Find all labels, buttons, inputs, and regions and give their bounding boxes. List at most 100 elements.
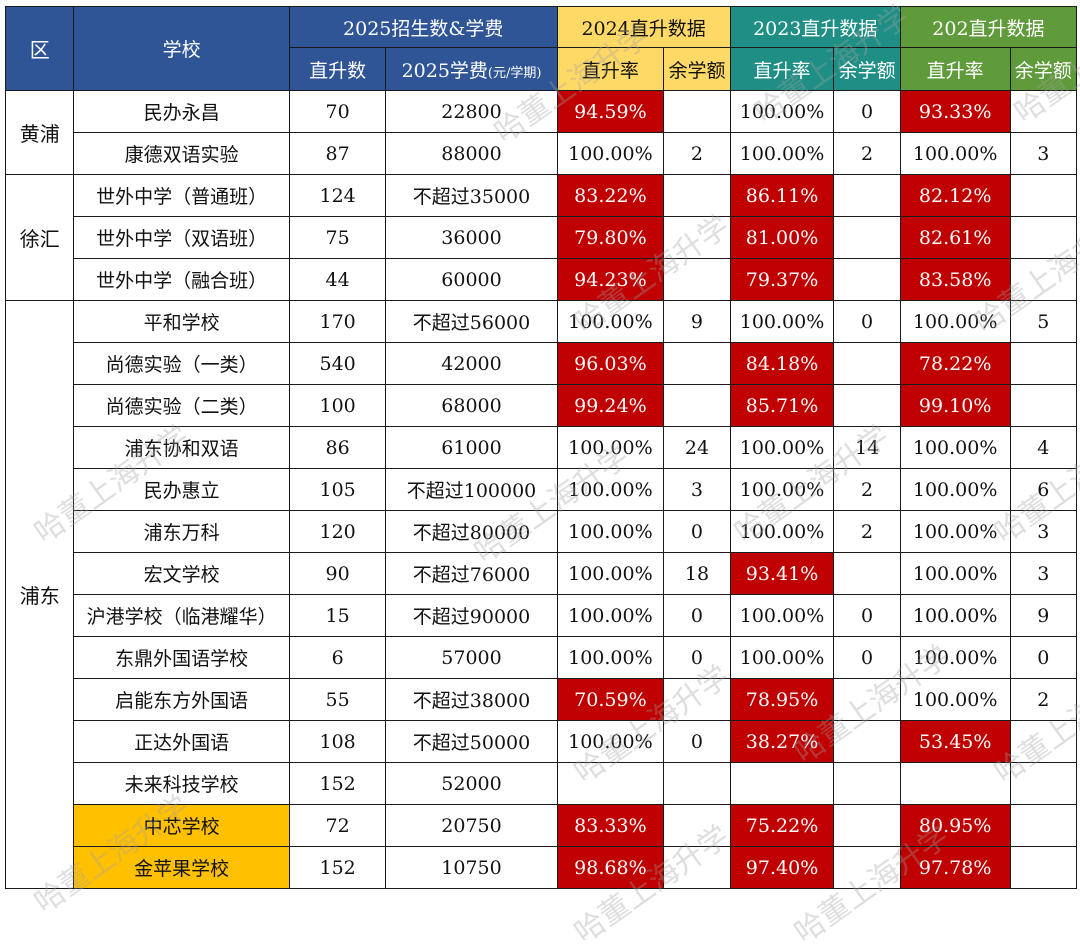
rate-2023-cell: 100.00% <box>729 510 835 553</box>
remaining-2024-cell <box>663 762 731 805</box>
tuition-cell: 不超过76000 <box>385 552 558 595</box>
direct-count-cell: 86 <box>288 426 387 469</box>
direct-count-cell: 152 <box>288 762 387 805</box>
remaining-202-cell: 9 <box>1009 594 1077 637</box>
table-body: 黄浦 民办永昌 70 22800 94.59% 100.00% 0 93.33% 康德双语实验 8… <box>4 90 1077 889</box>
table-row: 沪港学校（临港耀华） 15 不超过90000 100.00% 0 100.00% 0 100.… <box>6 594 1077 637</box>
remaining-2024-cell <box>663 258 731 301</box>
school-cell: 金苹果学校 <box>73 846 290 889</box>
direct-count-cell: 87 <box>288 132 387 175</box>
rate-2024-cell: 79.80% <box>556 216 665 259</box>
school-cell: 世外中学（普通班） <box>73 174 290 217</box>
rate-202-cell: 100.00% <box>899 552 1011 595</box>
tuition-cell: 不超过100000 <box>385 468 558 511</box>
remaining-202-cell: 3 <box>1009 132 1077 175</box>
remaining-202-cell <box>1009 258 1077 301</box>
rate-2023-cell: 100.00% <box>729 90 835 133</box>
table-row: 金苹果学校 152 10750 98.68% 97.40% 97.78% <box>6 846 1077 889</box>
remaining-2024-cell: 2 <box>663 132 731 175</box>
remaining-2024-cell: 18 <box>663 552 731 595</box>
rate-2024-cell: 94.23% <box>556 258 665 301</box>
tuition-header: 2025学费(元/学期) <box>385 47 558 91</box>
remaining-202-cell: 3 <box>1009 510 1077 553</box>
tuition-header-unit: (元/学期) <box>487 65 542 81</box>
rate-202-cell: 100.00% <box>899 636 1011 679</box>
table-row: 世外中学（融合班） 44 60000 94.23% 79.37% 83.58% <box>6 258 1077 301</box>
rate-202-cell: 78.22% <box>899 342 1011 385</box>
direct-count-cell: 170 <box>288 300 387 343</box>
direct-count-cell: 6 <box>288 636 387 679</box>
remaining-2024-cell <box>663 342 731 385</box>
school-cell: 民办永昌 <box>73 90 290 133</box>
direct-count-cell: 70 <box>288 90 387 133</box>
remaining-2023-cell <box>833 174 901 217</box>
direct-count-cell: 72 <box>288 804 387 847</box>
tuition-cell: 68000 <box>385 384 558 427</box>
table-row: 黄浦 民办永昌 70 22800 94.59% 100.00% 0 93.33% <box>4 90 1077 175</box>
rate-202-cell: 82.61% <box>899 216 1011 259</box>
rate-202-cell: 93.33% <box>899 90 1011 133</box>
rate-2024-cell: 94.59% <box>556 90 665 133</box>
remaining-2024-cell: 24 <box>663 426 731 469</box>
rate-202-cell: 100.00% <box>899 300 1011 343</box>
direct-count-header: 直升数 <box>288 47 387 91</box>
remaining-2023-cell <box>833 846 901 889</box>
rate-2023-cell: 86.11% <box>729 174 835 217</box>
tuition-cell: 52000 <box>385 762 558 805</box>
school-cell: 康德双语实验 <box>73 132 290 175</box>
table-row: 浦东协和双语 86 61000 100.00% 24 100.00% 14 100.00% 4 <box>6 426 1077 469</box>
table-row: 东鼎外国语学校 6 57000 100.00% 0 100.00% 0 100.00% 0 <box>6 636 1077 679</box>
rate-2023-cell: 100.00% <box>729 132 835 175</box>
rate-2023-cell: 97.40% <box>729 846 835 889</box>
remaining-2023-cell <box>833 678 901 721</box>
rate-2023-cell: 79.37% <box>729 258 835 301</box>
rate-2024-cell: 96.03% <box>556 342 665 385</box>
rate-202-cell: 100.00% <box>899 426 1011 469</box>
remaining-2024-cell: 0 <box>663 720 731 763</box>
rate-2023-cell: 100.00% <box>729 426 835 469</box>
tuition-cell: 60000 <box>385 258 558 301</box>
table-row: 启能东方外国语 55 不超过38000 70.59% 78.95% 100.00% 2 <box>6 678 1077 721</box>
tuition-header-main: 2025学费 <box>401 59 488 82</box>
remaining-2024-cell: 3 <box>663 468 731 511</box>
rate-202-cell: 100.00% <box>899 468 1011 511</box>
remaining-2023-cell <box>833 762 901 805</box>
district-cell: 黄浦 <box>4 90 75 175</box>
tuition-cell: 10750 <box>385 846 558 889</box>
remaining-202-cell <box>1009 90 1077 133</box>
rate-2024-cell: 100.00% <box>556 552 665 595</box>
rate-202-cell <box>899 762 1011 805</box>
rate-202-cell: 100.00% <box>899 678 1011 721</box>
rate-2024-cell: 99.24% <box>556 384 665 427</box>
remaining-202-cell: 3 <box>1009 552 1077 595</box>
remaining-202-cell: 4 <box>1009 426 1077 469</box>
remaining-2023-cell <box>833 258 901 301</box>
direct-count-cell: 108 <box>288 720 387 763</box>
remaining-2023-cell <box>833 216 901 259</box>
group-202-header: 202直升数据 <box>899 6 1078 48</box>
table-row: 浦东万科 120 不超过80000 100.00% 0 100.00% 2 100.00% 3 <box>6 510 1077 553</box>
rate-2023-cell: 100.00% <box>729 300 835 343</box>
rate-2024-cell: 100.00% <box>556 426 665 469</box>
direct-count-cell: 100 <box>288 384 387 427</box>
school-cell: 尚德实验（二类） <box>73 384 290 427</box>
remaining-2024-cell <box>663 804 731 847</box>
table-row: 康德双语实验 87 88000 100.00% 2 100.00% 2 100.00% 3 <box>6 132 1077 175</box>
rate-202-header: 直升率 <box>899 47 1011 91</box>
remaining-202-cell: 0 <box>1009 636 1077 679</box>
table-row: 宏文学校 90 不超过76000 100.00% 18 93.41% 100.00% 3 <box>6 552 1077 595</box>
remaining-2023-cell: 2 <box>833 510 901 553</box>
tuition-cell: 不超过35000 <box>385 174 558 217</box>
rate-2024-cell: 100.00% <box>556 300 665 343</box>
school-cell: 浦东万科 <box>73 510 290 553</box>
direct-count-cell: 105 <box>288 468 387 511</box>
remaining-2023-header: 余学额 <box>833 47 901 91</box>
direct-count-cell: 15 <box>288 594 387 637</box>
table-row: 未来科技学校 152 52000 <box>6 762 1077 805</box>
district-header: 区 <box>4 6 75 91</box>
remaining-2023-cell: 0 <box>833 636 901 679</box>
remaining-2023-cell: 0 <box>833 90 901 133</box>
rate-2023-cell: 38.27% <box>729 720 835 763</box>
group-2024-header: 2024直升数据 <box>556 6 731 48</box>
district-cell: 浦东 <box>4 300 75 889</box>
